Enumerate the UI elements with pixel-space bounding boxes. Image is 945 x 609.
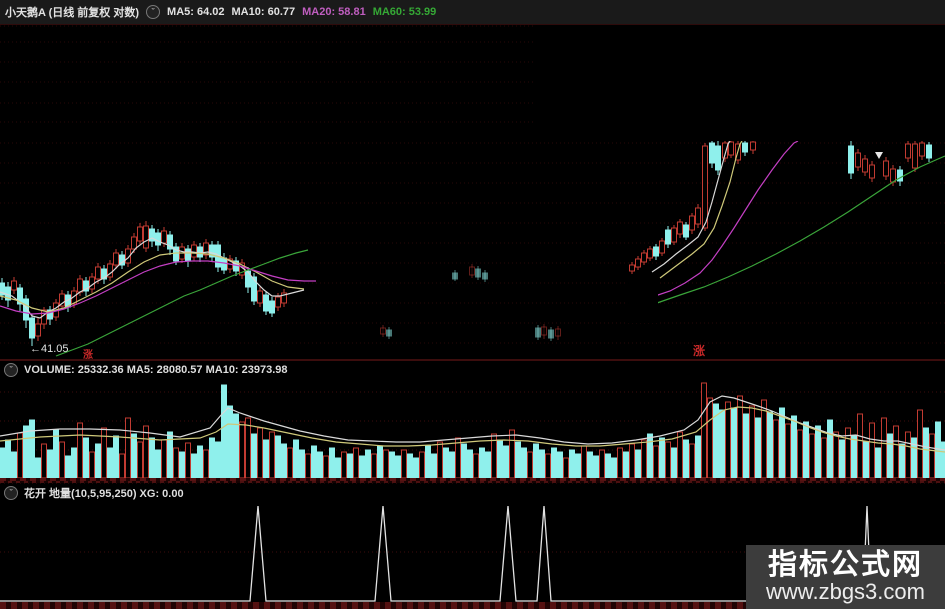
ma60-value: MA60: 53.99 xyxy=(372,6,437,18)
ma5-value: MA5: 64.02 xyxy=(167,6,225,18)
chevron-down-icon[interactable]: ˇ xyxy=(146,5,161,19)
chevron-down-icon[interactable]: ˇ xyxy=(4,363,18,377)
ma20-value: MA20: 58.81 xyxy=(302,6,366,18)
price-annotation: ←41.05 xyxy=(30,343,69,355)
volume-indicator-separator xyxy=(0,481,945,483)
bottom-axis-band xyxy=(0,602,945,609)
watermark-site-name: 指标公式网 xyxy=(767,548,923,581)
watermark-url: www.zbgs3.com xyxy=(766,579,925,605)
blackout-region-topright xyxy=(533,25,945,141)
chart-header: 小天鹅A (日线 前复权 对数) ˇ MA5: 64.02 MA10: 60.7… xyxy=(0,0,945,25)
indicator-header: ˇ 花开 地量(10,5,95,250) XG: 0.00 xyxy=(4,485,184,501)
rise-stamp: 涨 xyxy=(83,350,93,361)
volume-values: VOLUME: 25332.36 MA5: 28080.57 MA10: 239… xyxy=(24,364,288,376)
volume-header: ˇ VOLUME: 25332.36 MA5: 28080.57 MA10: 2… xyxy=(4,363,288,377)
chevron-down-icon[interactable]: ˇ xyxy=(4,486,18,500)
price-volume-separator xyxy=(0,359,945,361)
rise-stamp: 涨 xyxy=(693,344,706,358)
watermark: 指标公式网 www.zbgs3.com xyxy=(746,545,945,609)
blackout-region-small xyxy=(625,280,658,323)
volume-baseline xyxy=(0,478,945,481)
stock-title: 小天鹅A (日线 前复权 对数) xyxy=(5,7,140,19)
ma10-value: MA10: 60.77 xyxy=(231,6,296,18)
indicator-values: 花开 地量(10,5,95,250) XG: 0.00 xyxy=(24,488,184,500)
